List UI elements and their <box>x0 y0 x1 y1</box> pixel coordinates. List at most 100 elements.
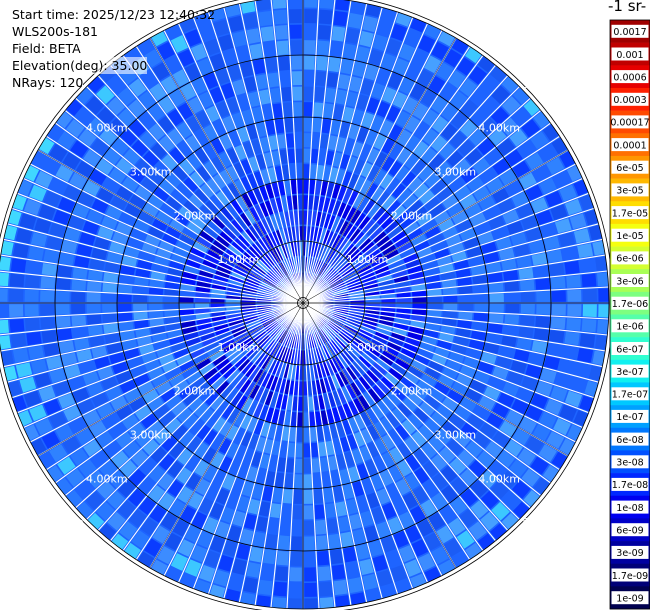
range-bin <box>473 312 489 322</box>
range-bin <box>170 35 188 53</box>
range-bin <box>166 395 182 410</box>
ray-separator <box>302 302 609 320</box>
range-bin <box>167 109 184 127</box>
range-bin <box>308 334 313 349</box>
range-bin <box>194 442 209 458</box>
range-bin <box>68 215 85 230</box>
range-bin <box>252 531 266 548</box>
ray-separator <box>302 302 352 606</box>
range-bin <box>58 340 75 354</box>
range-bin <box>231 325 246 334</box>
range-bin <box>519 172 537 189</box>
range-bin <box>197 275 213 283</box>
range-bin <box>179 297 194 303</box>
ray-separator <box>302 302 320 609</box>
range-bin <box>308 242 313 257</box>
range-bin <box>149 279 165 288</box>
range-bin <box>352 481 365 497</box>
range-bin <box>505 149 523 167</box>
range-bin <box>455 268 471 278</box>
range-bin <box>247 498 260 515</box>
range-bin <box>361 275 376 284</box>
range-bin <box>559 404 577 422</box>
range-bin <box>211 376 226 390</box>
range-bin <box>391 183 406 199</box>
range-bin <box>190 247 206 258</box>
range-bin <box>227 408 240 423</box>
range-bin <box>381 535 397 553</box>
range-bin <box>238 337 252 348</box>
range-bin <box>154 255 170 266</box>
range-bin <box>316 363 323 379</box>
range-bin <box>310 164 317 179</box>
range-bin <box>362 373 375 387</box>
range-bin <box>194 129 209 146</box>
range-bin <box>474 303 489 312</box>
colorbar-label-box <box>611 115 649 129</box>
range-bin <box>331 234 342 249</box>
range-bin <box>329 167 339 183</box>
range-bin <box>340 154 351 170</box>
range-bin <box>118 321 134 332</box>
range-bin <box>365 299 380 303</box>
range-bin <box>226 492 240 509</box>
range-bin <box>331 407 341 423</box>
range-bin <box>360 428 373 444</box>
range-bin <box>331 282 345 290</box>
range-bin <box>210 293 225 299</box>
range-bin <box>230 391 243 407</box>
range-bin <box>446 439 464 456</box>
range-bin <box>220 384 234 399</box>
range-bin <box>504 281 520 292</box>
range-bin <box>354 258 368 269</box>
range-bin <box>248 246 261 259</box>
range-bin <box>236 261 250 272</box>
range-bin <box>434 248 450 259</box>
range-bin <box>253 331 266 342</box>
range-bin <box>450 91 468 109</box>
range-bin <box>265 57 278 73</box>
range-bin <box>536 291 551 302</box>
range-bin <box>289 24 302 39</box>
range-bin <box>270 215 279 230</box>
range-bin <box>245 278 260 286</box>
range-bin <box>282 102 293 117</box>
ray-separator <box>75 97 304 304</box>
range-bin <box>207 372 222 386</box>
range-bin <box>458 311 473 320</box>
range-bin <box>261 218 271 233</box>
colorbar-tick-label: 1.7e-08 <box>612 480 648 491</box>
range-bin <box>257 259 270 272</box>
range-bin <box>448 517 466 536</box>
range-bin <box>426 316 442 325</box>
range-bin <box>210 303 225 308</box>
range-bin <box>279 228 287 243</box>
range-bin <box>259 286 274 293</box>
range-bin <box>271 150 281 166</box>
range-bin <box>141 413 158 429</box>
range-bin <box>326 250 337 263</box>
range-bin <box>242 310 257 316</box>
range-bin <box>277 410 286 425</box>
range-bin <box>218 335 233 345</box>
range-bin <box>322 345 331 359</box>
range-bin <box>171 253 187 264</box>
range-bin <box>102 293 117 303</box>
range-bin <box>411 159 427 175</box>
range-bin <box>481 241 497 254</box>
range-bin <box>202 447 217 464</box>
range-bin <box>273 9 288 25</box>
range-bin <box>376 270 391 279</box>
range-bin <box>75 107 95 126</box>
range-bin <box>342 223 353 237</box>
ray-separator <box>302 17 414 304</box>
range-bin <box>359 558 374 576</box>
range-bin <box>385 38 402 56</box>
range-bin <box>134 320 149 329</box>
ring-label: 3.00km <box>435 429 477 442</box>
range-bin <box>311 333 317 348</box>
range-bin <box>328 321 340 332</box>
range-bin <box>331 253 342 266</box>
range-bin <box>216 265 232 275</box>
range-bin <box>294 474 303 489</box>
